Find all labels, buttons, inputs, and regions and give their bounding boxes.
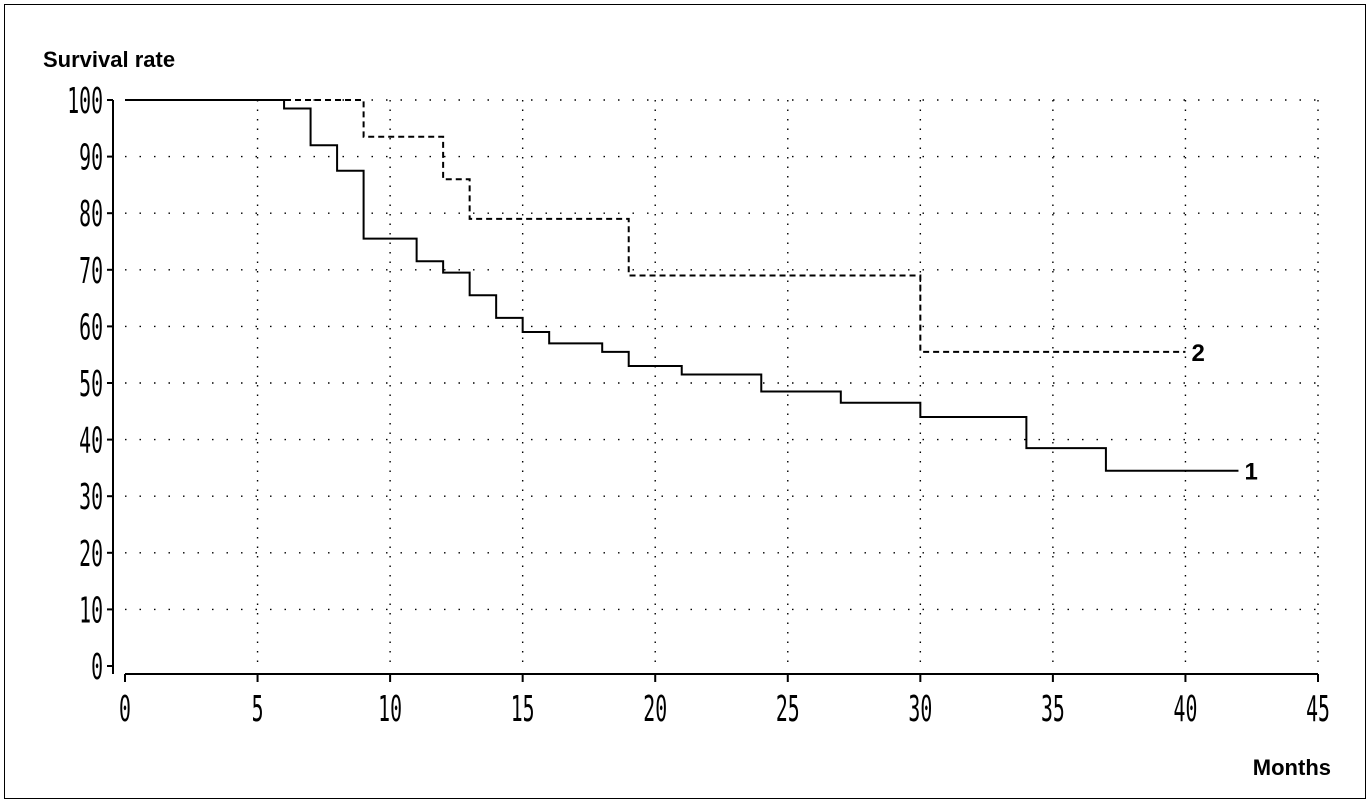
y-tick-label-40: 40: [79, 419, 103, 461]
series-2-label: 2: [1191, 340, 1204, 367]
x-tick-label-30: 30: [908, 688, 932, 730]
axes: [107, 99, 1319, 682]
x-tick-label-45: 45: [1306, 688, 1330, 730]
series-group: [125, 99, 1239, 472]
x-axis-title: Months: [1253, 755, 1331, 780]
series-2-line: [125, 99, 1186, 353]
y-tick-label-10: 10: [79, 589, 103, 631]
y-tick-label-20: 20: [79, 532, 103, 574]
y-tick-label-70: 70: [79, 249, 103, 291]
y-tick-label-80: 80: [79, 193, 103, 235]
x-tick-label-35: 35: [1041, 688, 1065, 730]
y-tick-label-50: 50: [79, 363, 103, 405]
grid: [125, 99, 1319, 666]
x-tick-label-40: 40: [1174, 688, 1198, 730]
x-tick-label-0: 0: [119, 688, 131, 730]
x-tick-label-15: 15: [511, 688, 535, 730]
survival-chart: Survival rate Months 0 5 10 15 20 25 30 35 40 45 0…: [43, 47, 1331, 780]
series-1-label: 1: [1244, 459, 1257, 486]
y-tick-label-100: 100: [67, 80, 103, 122]
series-1-line: [125, 99, 1239, 472]
labels-group: Survival rate Months 0 5 10 15 20 25 30 35 40 45 0…: [43, 47, 1331, 780]
y-tick-label-0: 0: [91, 646, 103, 688]
y-tick-label-90: 90: [79, 136, 103, 178]
x-tick-label-25: 25: [776, 688, 800, 730]
y-axis-title: Survival rate: [43, 47, 175, 72]
x-tick-label-10: 10: [378, 688, 402, 730]
y-tick-label-60: 60: [79, 306, 103, 348]
x-tick-label-5: 5: [252, 688, 264, 730]
x-tick-label-20: 20: [643, 688, 667, 730]
chart-frame: Survival rate Months 0 5 10 15 20 25 30 35 40 45 0…: [4, 4, 1366, 799]
y-tick-label-30: 30: [79, 476, 103, 518]
